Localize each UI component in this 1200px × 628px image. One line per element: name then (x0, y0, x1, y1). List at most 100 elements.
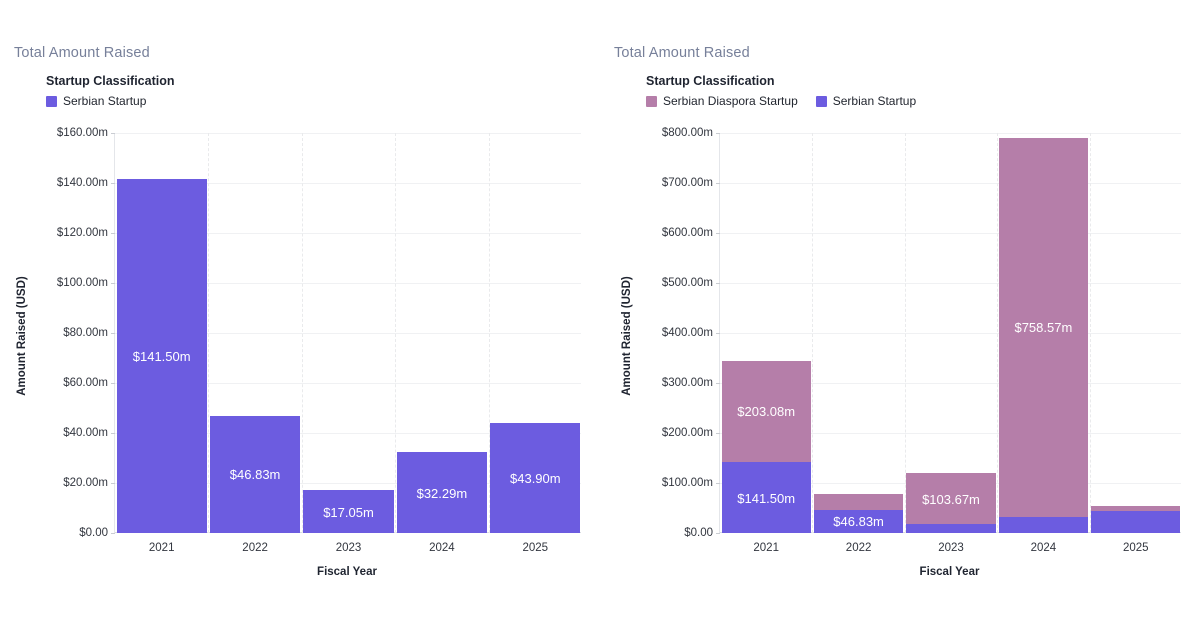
gridline-vertical (997, 133, 999, 533)
x-axis-tick-label: 2023 (938, 542, 964, 554)
bar-segment[interactable] (303, 490, 394, 533)
gridline-vertical (395, 133, 397, 533)
y-axis-tick-label: $700.00m (661, 177, 713, 189)
gridline-vertical (812, 133, 814, 533)
x-axis-tick-label: 2025 (1123, 542, 1149, 554)
gridline-horizontal (115, 333, 581, 334)
plot-area-left: $0.00 $20.00m $40.00m $60.00m $80.00m $100.00… (57, 127, 581, 554)
legend-item-label: Serbian Startup (63, 94, 147, 108)
y-axis-tick-mark (111, 133, 115, 134)
y-axis-tick-label: $40.00m (63, 427, 108, 439)
bar-segment[interactable] (1091, 506, 1181, 512)
legend-title-right: Startup Classification (646, 74, 775, 88)
legend-item-serbian-startup[interactable]: Serbian Startup (815, 94, 917, 108)
x-axis-tick-label: 2021 (753, 542, 779, 554)
y-axis-tick-mark (716, 133, 720, 134)
gridline-horizontal (720, 333, 1181, 334)
gridline-horizontal (720, 233, 1181, 234)
y-axis-tick-mark (111, 433, 115, 434)
y-axis-tick-mark (716, 483, 720, 484)
x-axis-tick-label: 2022 (242, 542, 268, 554)
gridline-vertical (301, 133, 303, 533)
plot-area-right: $0.00 $100.00m $200.00m $300.00m $400.00m $50… (662, 127, 1181, 554)
legend-item-serbian-startup[interactable]: Serbian Startup (46, 94, 146, 108)
y-axis-tick-label: $20.00m (63, 477, 108, 489)
y-axis-tick-mark (716, 183, 720, 184)
legend-swatch-icon (646, 95, 657, 107)
bar-segment[interactable] (814, 509, 904, 533)
y-axis-tick-mark (716, 433, 720, 434)
legend-right: Startup Classification Serbian Diaspora … (646, 74, 916, 108)
gridline-horizontal (115, 183, 581, 184)
y-axis-tick-mark (111, 533, 115, 534)
gridline-vertical (1089, 133, 1091, 533)
gridline-horizontal (115, 483, 581, 484)
x-axis-tick-label: 2024 (1030, 542, 1057, 554)
bar-segment[interactable] (906, 524, 996, 533)
bar-segment[interactable] (490, 423, 581, 533)
bar-segment[interactable] (210, 415, 301, 533)
y-axis-tick-mark (716, 283, 720, 284)
legend-item-label: Serbian Startup (832, 94, 917, 108)
chart-panel-left: Total Amount Raised Startup Classificati… (14, 45, 581, 578)
bar-segment[interactable] (1091, 511, 1181, 533)
x-axis-tick-label: 2023 (335, 542, 362, 554)
y-axis-tick-mark (111, 483, 115, 484)
legend-left: Startup Classification Serbian Startup (46, 74, 175, 108)
x-axis-title-right: Fiscal Year (919, 566, 980, 578)
y-axis-tick-label: $100.00m (56, 277, 108, 289)
y-axis-tick-mark (716, 533, 720, 534)
legend-items-left: Serbian Startup (46, 94, 175, 108)
y-axis-tick-mark (111, 383, 115, 384)
y-axis-tick-label: $140.00m (56, 177, 108, 189)
y-axis-tick-label: $300.00m (661, 377, 713, 389)
y-axis-tick-label: $0.00 (684, 527, 713, 539)
y-axis-tick-mark (716, 383, 720, 384)
bar-segment[interactable] (906, 472, 996, 525)
gridline-horizontal (115, 233, 581, 234)
y-axis-tick-label: $160.00m (56, 127, 108, 139)
y-axis-title-right: Amount Raised (USD) (621, 276, 633, 396)
y-axis-title-left: Amount Raised (USD) (16, 276, 28, 396)
y-axis-tick-label: $120.00m (56, 227, 108, 239)
bar-segment[interactable] (396, 452, 487, 533)
legend-items-right: Serbian Diaspora Startup Serbian Startup (646, 94, 916, 108)
bar-segment[interactable] (721, 462, 811, 533)
y-axis-tick-mark (111, 233, 115, 234)
gridline-vertical (208, 133, 210, 533)
y-axis-tick-label: $100.00m (661, 477, 713, 489)
gridline-horizontal (115, 383, 581, 384)
gridline-horizontal (720, 283, 1181, 284)
y-axis-tick-label: $600.00m (661, 227, 713, 239)
bar-segment[interactable] (998, 137, 1088, 517)
bar-segment[interactable] (998, 516, 1088, 533)
bar-segment[interactable] (116, 179, 207, 533)
x-axis-title-left: Fiscal Year (317, 566, 377, 578)
y-axis-tick-mark (111, 283, 115, 284)
legend-title-left: Startup Classification (46, 74, 175, 88)
legend-swatch-icon (46, 95, 57, 107)
y-axis-tick-mark (111, 333, 115, 334)
legend-item-serbian-diaspora-startup[interactable]: Serbian Diaspora Startup (646, 94, 798, 108)
y-axis-tick-label: $200.00m (661, 427, 713, 439)
chart-panel-right: Total Amount Raised Startup Classificati… (600, 0, 1200, 628)
bar-segment[interactable] (814, 494, 904, 510)
gridline-horizontal (720, 133, 1181, 134)
y-axis-tick-label: $80.00m (63, 327, 108, 339)
y-axis-tick-mark (716, 233, 720, 234)
y-axis-tick-label: $0.00 (79, 527, 108, 539)
bar-segment[interactable] (721, 360, 811, 463)
y-axis-tick-label: $400.00m (661, 327, 713, 339)
gridline-horizontal (720, 183, 1181, 184)
y-axis-tick-mark (716, 333, 720, 334)
gridline-horizontal (115, 433, 581, 434)
legend-swatch-icon (815, 95, 827, 107)
x-axis-tick-label: 2025 (522, 542, 549, 554)
gridline-horizontal (115, 283, 581, 284)
y-axis-tick-label: $800.00m (661, 127, 713, 139)
y-axis-tick-mark (111, 183, 115, 184)
legend-item-label: Serbian Diaspora Startup (663, 94, 798, 108)
gridline-vertical (904, 133, 906, 533)
x-axis-tick-label: 2022 (845, 542, 872, 554)
